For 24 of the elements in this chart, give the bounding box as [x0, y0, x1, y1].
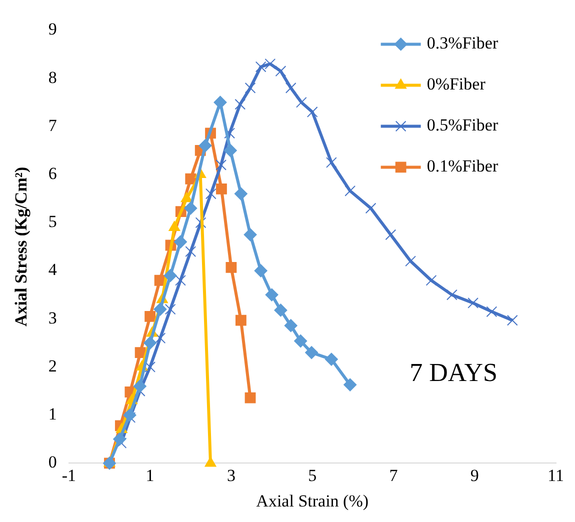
legend-label: 0.1%Fiber [426, 156, 498, 176]
x-tick-label: 11 [548, 466, 564, 485]
legend-label: 0%Fiber [426, 74, 486, 94]
annotation: 7 DAYS [410, 358, 498, 387]
x-tick-label: -1 [62, 466, 76, 485]
y-tick-label: 0 [48, 452, 57, 472]
y-axis-title: Axial Stress (Kg/Cm²) [12, 166, 31, 327]
x-tick-label: 1 [146, 466, 154, 485]
legend-label: 0.3%Fiber [426, 34, 498, 53]
y-tick-label: 7 [48, 116, 58, 135]
y-tick-label: 5 [48, 212, 57, 232]
x-tick-label: 5 [308, 466, 317, 485]
y-tick-label: 1 [48, 404, 57, 424]
y-tick-label: 4 [48, 260, 58, 280]
x-axis-title: Axial Strain (%) [256, 491, 369, 510]
y-tick-label: 3 [48, 308, 57, 328]
y-tick-label: 2 [48, 356, 57, 376]
y-tick-label: 8 [48, 68, 57, 87]
legend-label: 0.5%Fiber [426, 116, 498, 135]
x-tick-label: 7 [389, 466, 398, 485]
y-tick-label: 9 [48, 20, 57, 39]
x-tick-label: 3 [226, 466, 236, 485]
x-tick-label: 9 [470, 466, 479, 485]
y-tick-label: 6 [48, 164, 57, 183]
